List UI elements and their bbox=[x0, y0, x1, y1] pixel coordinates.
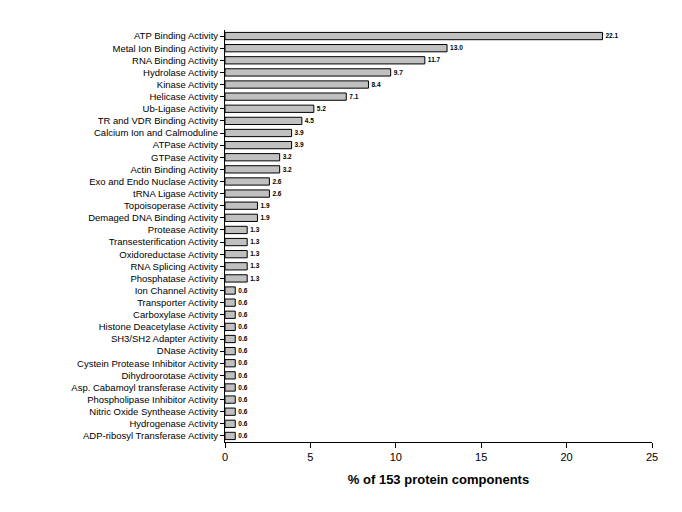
svg-text:0.6: 0.6 bbox=[238, 396, 247, 403]
svg-text:0: 0 bbox=[222, 451, 228, 463]
svg-text:9.7: 9.7 bbox=[394, 69, 403, 76]
svg-text:0.6: 0.6 bbox=[238, 323, 247, 330]
svg-text:0.6: 0.6 bbox=[238, 384, 247, 391]
svg-text:3.2: 3.2 bbox=[283, 153, 292, 160]
svg-text:1.3: 1.3 bbox=[250, 275, 259, 282]
svg-text:Transporter Activity: Transporter Activity bbox=[137, 297, 218, 308]
svg-text:ADP-ribosyl Transferase Activi: ADP-ribosyl Transferase Activity bbox=[83, 430, 218, 441]
svg-text:0.6: 0.6 bbox=[238, 335, 247, 342]
svg-text:3.9: 3.9 bbox=[295, 129, 304, 136]
svg-text:0.6: 0.6 bbox=[238, 420, 247, 427]
svg-text:2.6: 2.6 bbox=[272, 190, 281, 197]
svg-text:15: 15 bbox=[475, 451, 487, 463]
svg-text:ATPase Activity: ATPase Activity bbox=[153, 139, 219, 150]
svg-text:tRNA Ligase Activity: tRNA Ligase Activity bbox=[133, 188, 218, 199]
svg-text:11.7: 11.7 bbox=[428, 56, 441, 63]
svg-text:DNase Activity: DNase Activity bbox=[157, 345, 218, 356]
svg-text:0.6: 0.6 bbox=[238, 347, 247, 354]
svg-text:0.6: 0.6 bbox=[238, 408, 247, 415]
svg-text:4.5: 4.5 bbox=[305, 117, 314, 124]
svg-text:Asp. Cabamoyl transferase Acti: Asp. Cabamoyl transferase Activity bbox=[71, 382, 218, 393]
svg-text:Histone Deacetylase Activity: Histone Deacetylase Activity bbox=[99, 321, 219, 332]
svg-text:Ion Channel Activity: Ion Channel Activity bbox=[135, 285, 219, 296]
svg-text:Ub-Ligase Activity: Ub-Ligase Activity bbox=[143, 103, 219, 114]
svg-text:Hydrolase Activity: Hydrolase Activity bbox=[143, 67, 218, 78]
svg-text:ATP Binding Activity: ATP Binding Activity bbox=[134, 30, 218, 41]
svg-text:Phospholipase Inhibitor Activi: Phospholipase Inhibitor Activity bbox=[87, 394, 218, 405]
svg-text:Calcium Ion and Calmoduline: Calcium Ion and Calmoduline bbox=[94, 127, 218, 138]
svg-text:1.9: 1.9 bbox=[260, 214, 269, 221]
svg-text:Helicase Activity: Helicase Activity bbox=[149, 91, 218, 102]
svg-text:22.1: 22.1 bbox=[605, 32, 618, 39]
svg-text:0.6: 0.6 bbox=[238, 299, 247, 306]
svg-text:3.2: 3.2 bbox=[283, 166, 292, 173]
svg-text:0.6: 0.6 bbox=[238, 432, 247, 439]
svg-text:SH3/SH2 Adapter Activity: SH3/SH2 Adapter Activity bbox=[111, 333, 218, 344]
svg-text:Nitric Oxide Synthease Activit: Nitric Oxide Synthease Activity bbox=[89, 406, 218, 417]
svg-text:0.6: 0.6 bbox=[238, 287, 247, 294]
svg-text:1.3: 1.3 bbox=[250, 262, 259, 269]
svg-text:Hydrogenase Activity: Hydrogenase Activity bbox=[129, 418, 218, 429]
svg-text:RNA Splicing Activity: RNA Splicing Activity bbox=[130, 261, 218, 272]
svg-text:10: 10 bbox=[390, 451, 402, 463]
svg-text:Kinase Activity: Kinase Activity bbox=[157, 79, 218, 90]
svg-text:Protease Activity: Protease Activity bbox=[148, 224, 218, 235]
svg-text:Demaged DNA Binding Activity: Demaged DNA Binding Activity bbox=[88, 212, 218, 223]
svg-text:Topoisoperase Activity: Topoisoperase Activity bbox=[124, 200, 218, 211]
svg-text:% of 153 protein components: % of 153 protein components bbox=[348, 472, 529, 487]
svg-text:8.4: 8.4 bbox=[371, 81, 380, 88]
svg-text:7.1: 7.1 bbox=[349, 93, 358, 100]
svg-text:0.6: 0.6 bbox=[238, 359, 247, 366]
svg-text:13.0: 13.0 bbox=[450, 44, 463, 51]
svg-text:3.9: 3.9 bbox=[295, 141, 304, 148]
svg-text:0.6: 0.6 bbox=[238, 311, 247, 318]
svg-text:2.6: 2.6 bbox=[272, 178, 281, 185]
svg-text:1.9: 1.9 bbox=[260, 202, 269, 209]
svg-text:RNA Binding Activity: RNA Binding Activity bbox=[132, 55, 218, 66]
svg-text:Exo and Endo Nuclase Activity: Exo and Endo Nuclase Activity bbox=[89, 176, 218, 187]
svg-text:TR and VDR Binding Activity: TR and VDR Binding Activity bbox=[98, 115, 219, 126]
svg-text:5: 5 bbox=[307, 451, 313, 463]
svg-text:Metal Ion Binding Activity: Metal Ion Binding Activity bbox=[112, 43, 218, 54]
svg-text:1.3: 1.3 bbox=[250, 226, 259, 233]
svg-text:Carboxylase Activity: Carboxylase Activity bbox=[133, 309, 218, 320]
svg-text:20: 20 bbox=[560, 451, 572, 463]
svg-text:Transesterification Activity: Transesterification Activity bbox=[109, 236, 219, 247]
svg-text:GTPase Activity: GTPase Activity bbox=[151, 152, 218, 163]
svg-text:25: 25 bbox=[646, 451, 658, 463]
svg-text:Actin Binding Activity: Actin Binding Activity bbox=[130, 164, 218, 175]
svg-text:0.6: 0.6 bbox=[238, 372, 247, 379]
svg-text:1.3: 1.3 bbox=[250, 238, 259, 245]
svg-text:Cystein Protease Inhibitor Act: Cystein Protease Inhibitor Activity bbox=[77, 358, 218, 369]
svg-text:Phosphatase Activity: Phosphatase Activity bbox=[130, 273, 218, 284]
svg-text:1.3: 1.3 bbox=[250, 250, 259, 257]
svg-text:5.2: 5.2 bbox=[317, 105, 326, 112]
svg-text:Dihydroorotase Activity: Dihydroorotase Activity bbox=[121, 370, 218, 381]
svg-text:Oxidoreductase Activity: Oxidoreductase Activity bbox=[119, 249, 218, 260]
